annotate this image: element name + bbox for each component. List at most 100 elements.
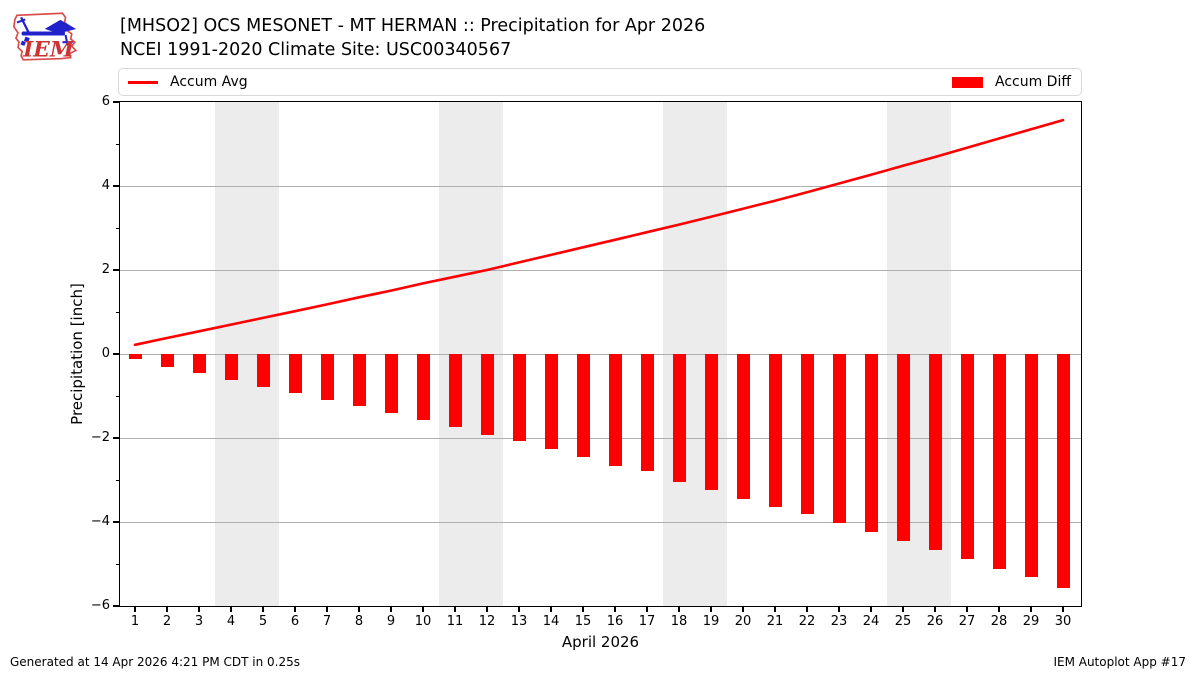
accum-avg-line (133, 118, 1065, 347)
y-axis-tick (113, 521, 119, 523)
accum-diff-bar (224, 354, 238, 381)
x-tick-label: 21 (766, 614, 784, 629)
x-tick-label: 19 (702, 614, 720, 629)
x-axis-tick (358, 607, 360, 612)
x-tick-label: 1 (130, 614, 140, 629)
accum-diff-bar (608, 354, 622, 466)
accum-diff-bar (384, 354, 398, 414)
x-tick-label: 18 (670, 614, 688, 629)
app-credit-text: IEM Autoplot App #17 (1053, 655, 1186, 669)
x-tick-label: 4 (226, 614, 236, 629)
x-axis-tick (998, 607, 1000, 612)
x-tick-label: 11 (446, 614, 464, 629)
accum-avg-line-swatch (128, 80, 158, 84)
y-tick-label: −6 (90, 598, 110, 613)
x-axis-tick (678, 607, 680, 612)
x-axis-tick (966, 607, 968, 612)
x-tick-label: 29 (1022, 614, 1040, 629)
y-axis-tick (113, 437, 119, 439)
x-tick-label: 27 (958, 614, 976, 629)
y-axis-minor-tick (116, 563, 119, 565)
x-axis-tick (422, 607, 424, 612)
weather-vane-icon (16, 16, 77, 46)
gridline (120, 521, 1081, 523)
x-tick-label: 23 (830, 614, 848, 629)
x-tick-label: 26 (926, 614, 944, 629)
y-axis-minor-tick (116, 227, 119, 229)
x-axis-tick (518, 607, 520, 612)
y-axis-tick (113, 185, 119, 187)
y-tick-label: −2 (90, 430, 110, 445)
legend-item-accum-diff: Accum Diff (951, 74, 1071, 90)
x-axis-tick (134, 607, 136, 612)
x-tick-label: 5 (258, 614, 268, 629)
x-tick-label: 16 (606, 614, 624, 629)
accum-diff-bar (512, 354, 526, 441)
accum-diff-bar (960, 354, 974, 560)
accum-diff-bar (352, 354, 366, 407)
x-axis-tick (390, 607, 392, 612)
x-axis-tick (198, 607, 200, 612)
accum-avg-line-layer (133, 118, 1065, 347)
y-tick-label: 6 (101, 94, 110, 109)
chart-title: [MHSO2] OCS MESONET - MT HERMAN :: Preci… (120, 16, 706, 36)
y-tick-label: 2 (101, 262, 110, 277)
accum-diff-bar (288, 354, 302, 394)
accum-diff-bar (320, 354, 334, 401)
iem-logo: IEM (13, 12, 78, 63)
x-tick-label: 12 (478, 614, 496, 629)
accum-diff-bar (576, 354, 590, 457)
y-tick-label: 0 (101, 346, 110, 361)
accum-diff-bar (416, 354, 430, 420)
accum-diff-bar (768, 354, 782, 507)
x-axis-tick (486, 607, 488, 612)
x-tick-label: 24 (862, 614, 880, 629)
x-axis-tick (838, 607, 840, 612)
accum-diff-bar (832, 354, 846, 523)
legend-label-accum-diff: Accum Diff (994, 74, 1071, 90)
accum-diff-bar (448, 354, 462, 428)
accum-diff-bar (928, 354, 942, 551)
chart-subtitle: NCEI 1991-2020 Climate Site: USC00340567 (120, 40, 512, 60)
plot-frame (119, 101, 1082, 607)
x-axis-tick (294, 607, 296, 612)
x-axis-tick (166, 607, 168, 612)
x-axis-tick (582, 607, 584, 612)
x-tick-label: 30 (1054, 614, 1072, 629)
accum-diff-bar (544, 354, 558, 449)
x-tick-label: 6 (290, 614, 300, 629)
plot-area (120, 102, 1081, 606)
accum-diff-bar (992, 354, 1006, 570)
x-axis-tick (326, 607, 328, 612)
accum-diff-bar (128, 354, 142, 360)
x-axis-tick (646, 607, 648, 612)
accum-diff-bar (704, 354, 718, 491)
accum-diff-bar (864, 354, 878, 532)
accum-diff-bar (800, 354, 814, 515)
accum-diff-bar (160, 354, 174, 368)
y-axis-minor-tick (116, 395, 119, 397)
legend-item-accum-avg: Accum Avg (128, 74, 248, 90)
x-axis-tick (230, 607, 232, 612)
x-axis-tick (806, 607, 808, 612)
x-tick-label: 28 (990, 614, 1008, 629)
y-axis-minor-tick (116, 479, 119, 481)
x-axis-tick (1062, 607, 1064, 612)
x-tick-label: 3 (194, 614, 204, 629)
accum-diff-bar (256, 354, 270, 387)
x-axis-tick (454, 607, 456, 612)
x-tick-label: 10 (414, 614, 432, 629)
x-axis-tick (614, 607, 616, 612)
accum-diff-bar (640, 354, 654, 472)
accum-diff-bar (1056, 354, 1070, 588)
x-tick-label: 20 (734, 614, 752, 629)
accum-diff-bar-swatch (951, 76, 983, 88)
y-axis-tick (113, 605, 119, 607)
generated-at-text: Generated at 14 Apr 2026 4:21 PM CDT in … (10, 655, 301, 669)
y-axis-tick (113, 101, 119, 103)
y-axis-tick (113, 353, 119, 355)
x-tick-label: 2 (162, 614, 172, 629)
x-axis-tick (1030, 607, 1032, 612)
x-axis-tick (902, 607, 904, 612)
